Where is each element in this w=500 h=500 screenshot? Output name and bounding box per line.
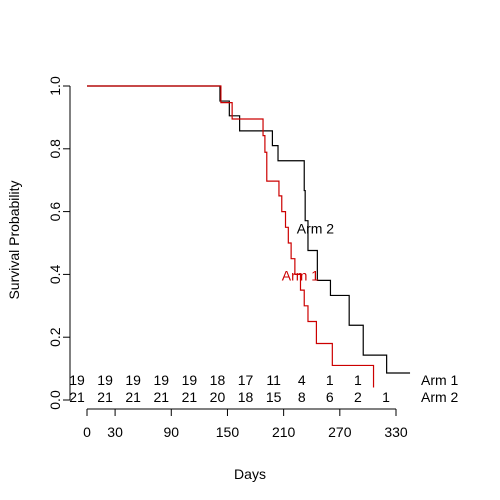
risk-count: 21: [153, 389, 169, 405]
risk-count: 19: [69, 372, 85, 388]
risk-count: 19: [125, 372, 141, 388]
risk-count: 17: [238, 372, 254, 388]
risk-row-label: Arm 1: [421, 372, 459, 388]
series-line-arm-2: [87, 85, 411, 374]
risk-count: 19: [153, 372, 169, 388]
risk-count: 2: [354, 389, 362, 405]
x-axis: 0 30 90 150 210 270 330 Days: [83, 408, 408, 482]
risk-count: 21: [97, 389, 113, 405]
risk-count: 1: [354, 372, 362, 388]
y-axis: 0.0 0.2 0.4 0.6 0.8 1.0 Survival Probability: [6, 76, 71, 410]
series-label: Arm 2: [297, 221, 335, 237]
risk-table: 19 19 19 19 19 18 17 11 4 1 1 Arm 121 21 21 21 21 20 18 15…: [69, 372, 458, 405]
y-tick-label: 0.6: [47, 202, 63, 222]
y-tick-label: 0.0: [47, 390, 63, 410]
x-ticks: 0 30 90 150 210 270 330: [83, 409, 408, 440]
x-axis-label: Days: [234, 466, 266, 482]
risk-count: 19: [182, 372, 198, 388]
x-tick-label: 150: [216, 424, 240, 440]
y-tick-label: 0.2: [47, 327, 63, 347]
x-tick-label: 0: [83, 424, 91, 440]
risk-count: 21: [69, 389, 85, 405]
x-tick-label: 330: [384, 424, 408, 440]
x-tick-label: 90: [163, 424, 179, 440]
risk-count: 1: [382, 389, 390, 405]
risk-count: 21: [125, 389, 141, 405]
risk-count: 6: [326, 389, 334, 405]
risk-count: 18: [238, 389, 254, 405]
x-tick-label: 30: [107, 424, 123, 440]
risk-count: 18: [210, 372, 226, 388]
risk-row-label: Arm 2: [421, 389, 459, 405]
risk-count: 21: [182, 389, 198, 405]
risk-count: 1: [326, 372, 334, 388]
risk-count: 8: [298, 389, 306, 405]
risk-count: 4: [298, 372, 306, 388]
series-label: Arm 1: [282, 268, 320, 284]
risk-count: 19: [97, 372, 113, 388]
y-tick-label: 0.8: [47, 139, 63, 159]
y-ticks: 0.0 0.2 0.4 0.6 0.8 1.0: [47, 76, 70, 410]
risk-count: 11: [266, 372, 281, 388]
survival-curves: Arm 2 Arm 1: [87, 85, 411, 388]
series-line-arm-1: [87, 85, 375, 388]
y-tick-label: 0.4: [47, 264, 63, 284]
y-axis-label: Survival Probability: [6, 180, 22, 299]
x-tick-label: 270: [328, 424, 352, 440]
risk-count: 15: [266, 389, 282, 405]
x-tick-label: 210: [272, 424, 296, 440]
y-tick-label: 1.0: [47, 76, 63, 96]
risk-count: 20: [210, 389, 226, 405]
